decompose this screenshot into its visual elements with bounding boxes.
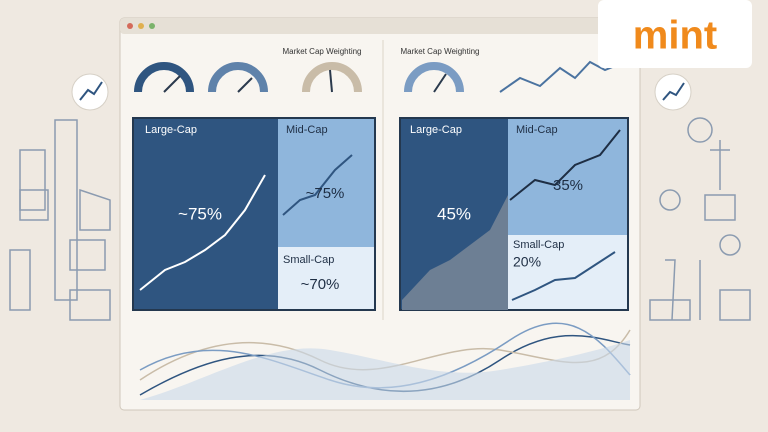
decoration [649, 259, 701, 321]
decoration [208, 62, 268, 93]
small-cap-tile [508, 235, 628, 310]
gauges [134, 62, 464, 93]
decoration [9, 249, 31, 311]
decoration [79, 188, 111, 231]
decoration [19, 149, 46, 211]
mid-cap-tile [508, 118, 628, 235]
trend-line [509, 129, 621, 201]
gauge-needles [163, 69, 447, 93]
decoration [69, 289, 111, 321]
window-dot [138, 23, 144, 29]
tile-label: Large-Cap [145, 124, 197, 136]
waves [139, 322, 631, 400]
logo-box [598, 0, 752, 68]
decoration [710, 140, 730, 190]
icon-chart [79, 81, 103, 101]
decoration [404, 62, 464, 93]
decoration [704, 194, 736, 221]
area [402, 195, 508, 310]
decoration [140, 340, 630, 400]
window-dot [127, 23, 133, 29]
tile-value: 20% [513, 254, 541, 270]
decoration [433, 73, 447, 93]
tile-label: Mid-Cap [286, 124, 328, 136]
decoration [719, 234, 741, 256]
decoration [659, 189, 681, 211]
decoration [329, 69, 333, 93]
city-left [9, 119, 111, 321]
window-dot [149, 23, 155, 29]
tile-label: Small-Cap [513, 239, 564, 251]
tile-value: ~75% [306, 185, 345, 202]
city-right [649, 117, 751, 321]
mini-chart [499, 60, 621, 93]
panel-border [399, 117, 629, 311]
decoration [69, 239, 106, 271]
icon-chart [662, 82, 685, 101]
tile-value: ~70% [301, 276, 340, 293]
decoration [134, 62, 194, 93]
trend-line [511, 251, 616, 301]
mid-cap-tile [278, 118, 375, 247]
logo: mint [633, 14, 717, 58]
header: Market Cap Weighting [401, 47, 480, 56]
decoration [687, 117, 713, 143]
tile-label: Large-Cap [410, 124, 462, 136]
tile-value: 45% [437, 204, 471, 223]
decoration [19, 189, 49, 221]
trend-line [139, 174, 266, 291]
decoration [719, 289, 751, 321]
tile-value: 35% [553, 177, 583, 194]
decoration [54, 119, 78, 301]
trend-line [282, 154, 353, 216]
decoration [237, 77, 253, 93]
large-cap-tile [133, 118, 278, 310]
title-bar [120, 18, 640, 34]
tile-label: Mid-Cap [516, 124, 558, 136]
small-cap-tile [278, 247, 375, 310]
decoration [163, 75, 181, 93]
icon-bubble [654, 73, 692, 111]
panel-border [132, 117, 376, 311]
tile-value: ~75% [178, 204, 222, 223]
tile-label: Small-Cap [283, 254, 334, 266]
header: Market Cap Weighting [283, 47, 362, 56]
decoration [302, 62, 362, 93]
